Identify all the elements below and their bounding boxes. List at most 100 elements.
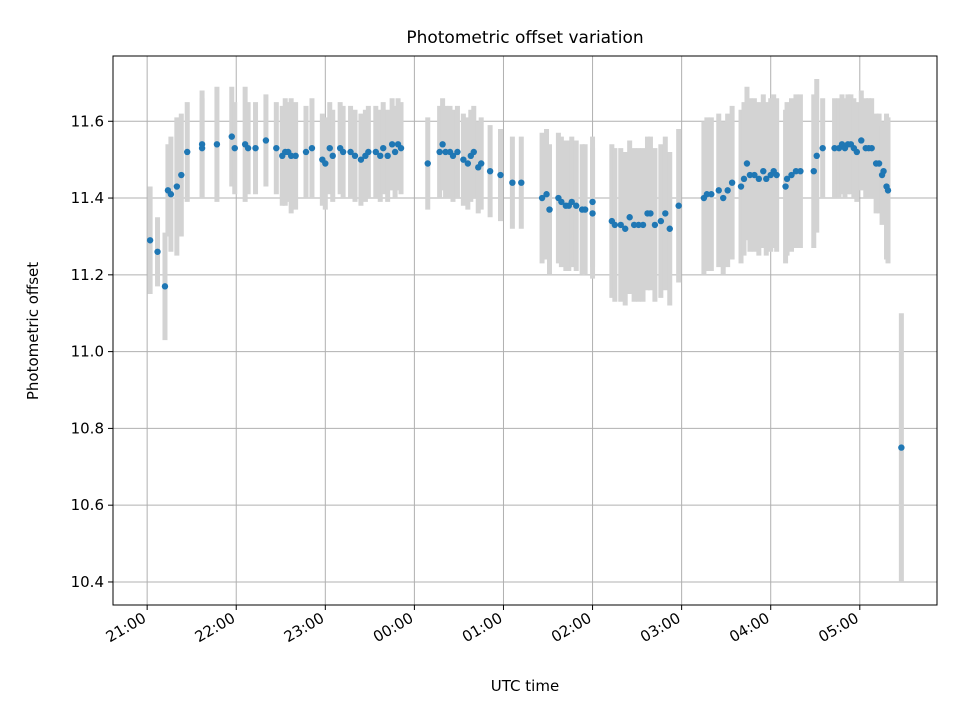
data-point — [858, 137, 865, 144]
data-point — [819, 144, 826, 152]
data-point — [868, 144, 875, 152]
data-point — [372, 148, 379, 156]
data-point — [397, 144, 405, 152]
data-point — [884, 187, 892, 194]
data-point — [626, 214, 633, 221]
data-point — [439, 141, 446, 148]
data-point — [558, 198, 565, 206]
data-point — [898, 444, 905, 451]
data-point — [543, 191, 550, 198]
data-point — [813, 152, 820, 160]
data-point — [357, 156, 365, 163]
data-point — [478, 160, 485, 167]
data-point — [322, 160, 329, 167]
data-point — [347, 148, 354, 156]
x-axis-label: UTC time — [491, 677, 559, 695]
data-point — [715, 187, 722, 194]
data-point — [782, 183, 789, 190]
data-point — [657, 217, 665, 225]
data-point — [287, 152, 295, 160]
data-point — [751, 171, 758, 179]
data-point — [388, 141, 396, 148]
data-point — [788, 171, 795, 179]
y-tick-label: 11.4 — [71, 189, 104, 207]
data-point — [252, 144, 259, 152]
data-points — [146, 133, 905, 451]
data-point — [797, 167, 804, 175]
data-point — [546, 206, 553, 213]
y-tick-label: 11.2 — [71, 266, 104, 284]
data-point — [773, 171, 780, 179]
data-point — [302, 148, 310, 156]
y-tick-label: 10.4 — [71, 573, 104, 591]
data-point — [308, 144, 316, 152]
data-point — [792, 167, 800, 175]
plot-frame — [112, 55, 938, 606]
data-point — [589, 198, 596, 206]
data-point — [518, 179, 525, 186]
data-point — [146, 237, 154, 244]
data-point — [651, 221, 659, 229]
data-point — [329, 152, 336, 160]
data-point — [442, 148, 449, 156]
data-point — [449, 152, 457, 160]
data-point — [497, 171, 504, 179]
data-point — [167, 191, 175, 198]
data-point — [436, 148, 443, 156]
data-point — [424, 160, 431, 167]
data-point — [746, 171, 754, 179]
data-point — [460, 156, 467, 163]
data-point — [720, 194, 727, 202]
data-point — [377, 152, 384, 160]
data-point — [273, 144, 280, 152]
data-point — [178, 171, 185, 179]
data-point — [231, 144, 238, 152]
y-tick-label: 11.0 — [71, 343, 104, 361]
data-point — [365, 148, 372, 156]
data-point — [351, 152, 359, 160]
data-point — [760, 167, 767, 175]
data-point — [708, 191, 715, 198]
data-point — [783, 175, 791, 183]
y-axis: 10.4 10.6 10.8 11.0 11.2 11.4 11.6 — [71, 112, 113, 591]
y-tick-label: 10.8 — [71, 419, 104, 437]
data-point — [228, 133, 235, 140]
y-axis-label: Photometric offset — [24, 262, 42, 400]
data-point — [611, 221, 619, 229]
data-point — [737, 183, 745, 190]
data-point — [622, 225, 629, 232]
data-point — [630, 221, 638, 229]
data-point — [589, 210, 596, 217]
data-point — [470, 148, 477, 156]
data-point — [573, 202, 580, 209]
data-point — [538, 194, 546, 202]
data-point — [662, 210, 669, 217]
data-point — [875, 160, 883, 167]
data-point — [384, 152, 391, 160]
data-point — [724, 187, 731, 194]
data-point — [509, 179, 516, 186]
data-point — [617, 221, 624, 229]
data-point — [339, 148, 347, 156]
y-tick-label: 11.6 — [71, 112, 104, 130]
data-point — [173, 183, 181, 190]
data-point — [666, 225, 673, 232]
data-point — [262, 137, 270, 144]
data-point — [703, 191, 711, 198]
data-point — [639, 221, 647, 229]
data-point — [326, 144, 333, 152]
data-point — [755, 175, 763, 183]
data-point — [198, 144, 206, 152]
data-point — [880, 167, 887, 175]
data-point — [244, 144, 252, 152]
data-point — [743, 160, 751, 167]
data-point — [647, 210, 654, 217]
data-point — [391, 148, 399, 156]
data-point — [581, 206, 589, 213]
data-point — [184, 148, 191, 156]
y-tick-label: 10.6 — [71, 496, 104, 514]
data-point — [454, 148, 461, 156]
data-point — [213, 141, 221, 148]
data-point — [161, 283, 169, 290]
